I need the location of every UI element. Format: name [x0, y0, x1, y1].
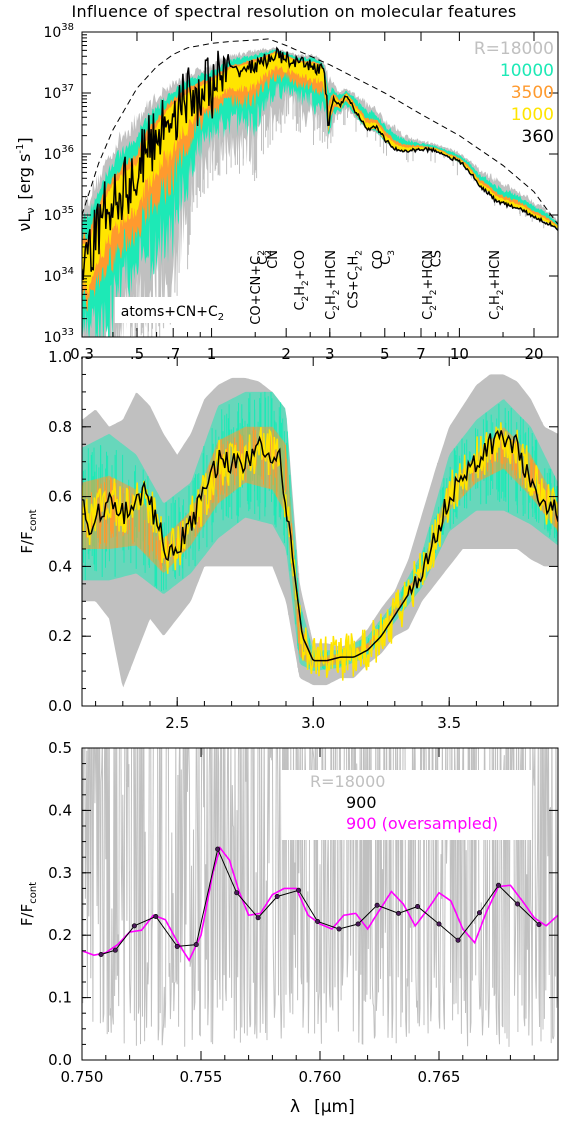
panel1-legend-1: 10000	[500, 61, 554, 81]
panel1-xtick-label: 20	[524, 345, 543, 363]
panel2-ytick-label: 0.4	[48, 557, 72, 575]
panel1-ytick-label: 1034	[43, 266, 74, 285]
series-900-point	[374, 902, 380, 908]
panel1-xtick-label: .7	[166, 345, 180, 363]
panel2-xtick-label: 2.5	[165, 714, 189, 732]
panel1-xtick-label: 2	[281, 345, 291, 363]
band-R10000	[82, 391, 558, 671]
series-R360	[82, 429, 558, 662]
panel1-annotation-11: C2H2+HCN	[488, 250, 506, 320]
panel2-xtick-label: 3.0	[301, 714, 325, 732]
panel2-ytick-label: 0.8	[48, 418, 72, 436]
series-900-point	[476, 910, 482, 916]
series-900-point	[455, 937, 461, 943]
panel1-ytick-label: 1036	[43, 144, 74, 163]
panel1-xtick-label: 1	[207, 345, 217, 363]
series-900-point	[174, 943, 180, 949]
panel2-ytick-label: 0.0	[48, 697, 72, 715]
panel2-xtick-label: 3.5	[437, 714, 461, 732]
panel3-legend-box	[282, 770, 532, 840]
panel2-plot-area	[82, 374, 558, 688]
series-900-point	[495, 882, 501, 888]
band-R18000	[82, 374, 558, 688]
panel3-ytick-label: 0.0	[48, 1051, 72, 1069]
panel1-xtick-label: 5	[380, 345, 390, 363]
panel1-ytick-label: 1033	[43, 327, 74, 346]
series-900-point	[193, 942, 199, 948]
panel3-xtick-label: 0.765	[418, 1068, 461, 1086]
panel3-legend-1: 900	[346, 793, 377, 812]
panel1-ytick-label: 1037	[43, 83, 74, 102]
series-900-point	[315, 918, 321, 924]
series-900-point	[396, 910, 402, 916]
series-R360	[82, 46, 558, 281]
series-900-point	[131, 923, 137, 929]
figure-title: Influence of spectral resolution on mole…	[71, 2, 517, 21]
series-R18000	[82, 748, 558, 1047]
panel1-xtick-label: 10	[450, 345, 469, 363]
panel3-ylabel: F/Fcont	[18, 882, 39, 926]
series-900-point	[355, 921, 361, 927]
series-900-point	[436, 921, 442, 927]
panel2-ylabel: F/Fcont	[18, 509, 39, 553]
panel2-ytick-label: 0.2	[48, 627, 72, 645]
panel1-ytick-label: 1038	[43, 22, 74, 41]
panel3-legend-2: 900 (oversampled)	[346, 814, 498, 833]
panel3-xtick-label: 0.760	[299, 1068, 342, 1086]
panel1-legend-4: 360	[522, 127, 554, 147]
series-900-point	[336, 926, 342, 932]
panel1-xtick-label: 0.3	[70, 345, 94, 363]
series-900-point	[274, 894, 280, 900]
panel1-legend-3: 1000	[511, 105, 554, 125]
panel1-annotation-7: CO	[371, 250, 386, 269]
panel3-plot-area	[82, 748, 558, 1047]
panel1-legend-0: R=18000	[474, 39, 554, 59]
series-900-point	[255, 915, 261, 921]
panel3-ytick-label: 0.4	[48, 801, 72, 819]
series-900-point	[536, 922, 542, 928]
panel1-ytick-label: 1035	[43, 205, 74, 224]
series-900-point	[215, 846, 221, 852]
series-900-point	[234, 890, 240, 896]
series-900-point	[112, 947, 118, 953]
panel1-xtick-label: .5	[130, 345, 144, 363]
panel1-ylabel: νLν[erg s-1]	[15, 137, 37, 231]
panel3-ytick-label: 0.3	[48, 864, 72, 882]
series-900-point	[415, 903, 421, 909]
band-R3500	[82, 51, 558, 312]
panel1-annotation-9: C2H2+HCN	[421, 250, 439, 320]
series-900-point	[296, 887, 302, 893]
panel2-ytick-label: 0.6	[48, 488, 72, 506]
panel1-annotation-6: CS+C2H2	[346, 250, 364, 309]
panel1-xtick-label: 3	[325, 345, 335, 363]
panel3-xtick-label: 0.755	[180, 1068, 223, 1086]
continuum-envelope	[82, 38, 558, 225]
panel3-ytick-label: 0.1	[48, 989, 72, 1007]
panel3-ytick-label: 0.5	[48, 739, 72, 757]
panel1-annotation-10: CS	[429, 250, 444, 267]
series-900-point	[98, 952, 104, 958]
panel2-ytick-label: 1.0	[48, 348, 72, 366]
series-900-point	[515, 901, 521, 907]
panel1-annotation-atoms: atoms+CN+C2	[121, 304, 224, 323]
panel1-atoms-box	[114, 297, 247, 323]
panel3-legend-0: R=18000	[310, 772, 385, 791]
series-900-point	[153, 913, 159, 919]
series-900-oversampled	[82, 845, 558, 962]
panel1-legend-2: 3500	[511, 83, 554, 103]
panel3-ytick-label: 0.2	[48, 926, 72, 944]
panel1-frame	[81, 31, 559, 338]
panel3-xlabel: λ [μm]	[290, 1097, 355, 1117]
band-R3500	[82, 426, 558, 668]
panel1-annotation-1: CO+CN+C2	[249, 250, 267, 325]
panel1-annotation-5: C2H2+HCN	[324, 250, 342, 320]
panel1-annotation-3: CN	[266, 250, 281, 269]
panel3-xtick-label: 0.750	[61, 1068, 104, 1086]
panel1-annotation-4: C2H2+CO	[293, 250, 311, 311]
panel1-plot-area	[82, 38, 558, 337]
panel1-xtick-label: 7	[416, 345, 426, 363]
